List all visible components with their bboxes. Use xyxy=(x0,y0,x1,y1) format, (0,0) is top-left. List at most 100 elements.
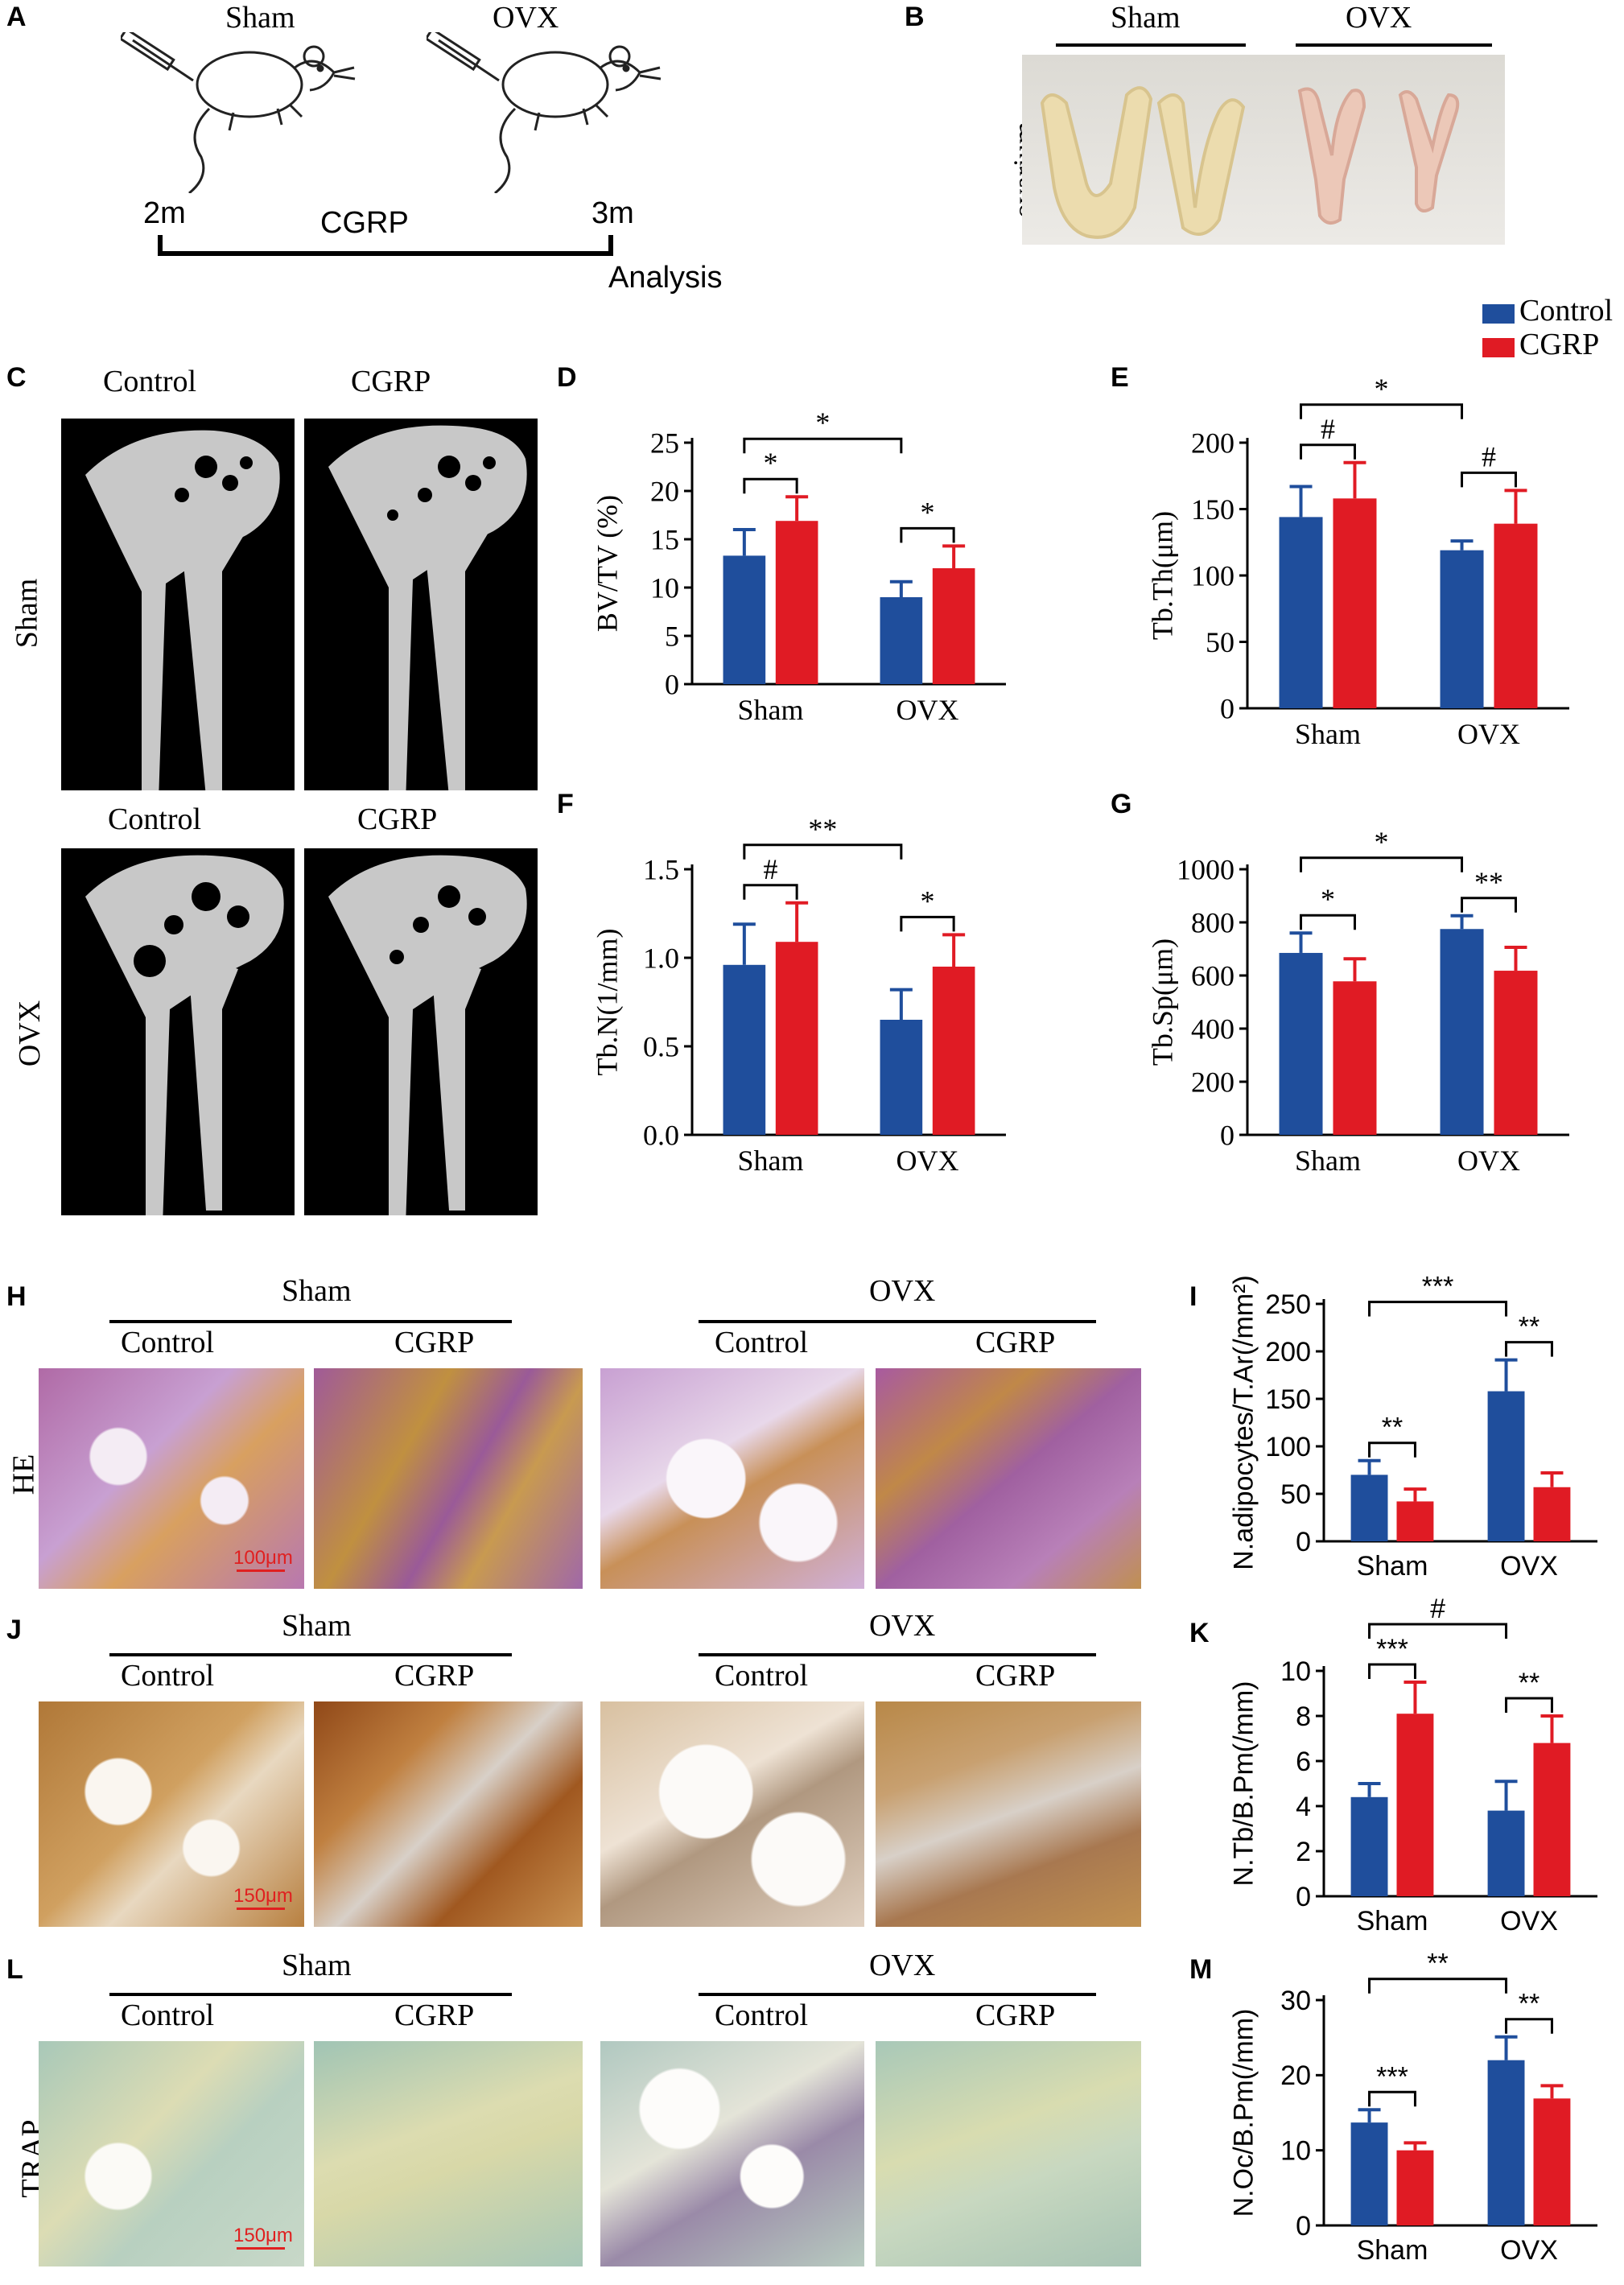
y-tick-label: 0.0 xyxy=(643,1120,679,1152)
y-tick-label: 200 xyxy=(1191,427,1234,460)
y-tick-label: 600 xyxy=(1191,960,1234,992)
significance-label: * xyxy=(764,447,778,479)
y-tick-label: 150 xyxy=(1191,493,1234,526)
y-tick-label: 200 xyxy=(1191,1066,1234,1099)
bar-control-ovx xyxy=(1487,1810,1525,1896)
significance-label-between: ** xyxy=(1427,1949,1448,1979)
significance-bracket xyxy=(1461,897,1517,913)
x-tick-label: OVX xyxy=(896,1145,959,1177)
x-tick-label: OVX xyxy=(1500,1551,1558,1582)
panel-letter-d: D xyxy=(557,362,577,393)
panel-letter-e: E xyxy=(1111,362,1129,393)
x-tick-label: Sham xyxy=(1295,1145,1361,1177)
significance-bracket xyxy=(1505,1697,1553,1713)
y-tick-label: 1.0 xyxy=(643,942,679,975)
significance-label-between: * xyxy=(1375,826,1389,858)
significance-bracket-between xyxy=(1300,856,1464,872)
significance-label: ** xyxy=(1519,1312,1540,1343)
timeline-treatment-label: CGRP xyxy=(320,206,409,240)
x-tick-label: OVX xyxy=(1500,2235,1558,2266)
bar-cgrp-ovx xyxy=(1494,523,1538,708)
y-tick-label: 6 xyxy=(1296,1747,1311,1777)
j-group2-rule xyxy=(699,1653,1096,1656)
y-tick-label: 0 xyxy=(1220,693,1234,725)
significance-bracket-between xyxy=(1368,1301,1508,1317)
ihc-ovx-control xyxy=(600,1701,864,1927)
significance-label: # xyxy=(1321,413,1335,445)
y-tick-label: 0.5 xyxy=(643,1031,679,1063)
y-tick-label: 10 xyxy=(650,572,679,604)
chart-e-tb-th: 0 50 100 150 200 Tb.Th(μm) Sham OVX # # * xyxy=(1146,373,1569,750)
l-group2-label: OVX xyxy=(869,1949,936,1982)
significance-label-between: * xyxy=(815,406,830,439)
h-group1-label: Sham xyxy=(282,1274,352,1308)
significance-label: * xyxy=(921,885,935,917)
bar-control-ovx xyxy=(1440,550,1484,708)
y-tick-label: 10 xyxy=(1280,1656,1311,1687)
significance-bracket xyxy=(1505,2018,1553,2034)
significance-label: ** xyxy=(1382,1413,1403,1443)
significance-label: # xyxy=(1482,440,1496,472)
panel-b-sham-rule xyxy=(1056,43,1246,47)
bar-control-sham xyxy=(1279,952,1323,1135)
mouse-ovx-illustration xyxy=(427,32,662,193)
h-group1-rule xyxy=(109,1320,512,1323)
microct-sham-cgrp xyxy=(304,419,538,790)
bar-cgrp-sham xyxy=(775,942,818,1135)
significance-bracket xyxy=(900,526,955,543)
x-tick-label: Sham xyxy=(1357,1551,1428,1582)
h-col2-label: CGRP xyxy=(394,1326,475,1359)
bar-control-sham xyxy=(1350,1475,1388,1541)
microct-ovx-cgrp xyxy=(304,848,538,1215)
timeline-analysis-label: Analysis xyxy=(608,261,723,295)
j-col4-label: CGRP xyxy=(975,1659,1056,1693)
panel-letter-m: M xyxy=(1189,1954,1213,1985)
significance-bracket xyxy=(1300,914,1356,930)
bar-cgrp-ovx xyxy=(1533,1487,1571,1541)
y-axis-label: N.Tb/B.Pm(/mm) xyxy=(1229,1681,1259,1887)
y-tick-label: 30 xyxy=(1280,1986,1311,2016)
legend-control-swatch xyxy=(1482,304,1515,324)
panel-letter-i: I xyxy=(1189,1281,1197,1312)
legend-control-label: Control xyxy=(1519,294,1614,328)
panel-letter-j: J xyxy=(6,1615,22,1645)
bar-control-ovx xyxy=(1440,929,1484,1135)
panel-c-row1-label: Sham xyxy=(10,578,44,649)
y-tick-label: 2 xyxy=(1296,1837,1311,1867)
microct-ovx-control xyxy=(61,848,295,1215)
j-col3-label: Control xyxy=(715,1659,809,1693)
l-col1-label: Control xyxy=(121,1998,215,2032)
panel-b-ovx-label: OVX xyxy=(1346,1,1412,35)
x-tick-label: OVX xyxy=(896,694,959,726)
ihc-sham-control xyxy=(39,1701,304,1927)
significance-label: ** xyxy=(1519,1668,1540,1698)
significance-bracket xyxy=(1368,2090,1416,2107)
panel-c-col2-label: CGRP xyxy=(351,365,431,398)
x-tick-label: OVX xyxy=(1457,1145,1520,1177)
y-axis-label: Tb.N(1/mm) xyxy=(591,929,623,1076)
significance-bracket-between xyxy=(1368,1978,1508,1994)
significance-label: * xyxy=(921,496,935,528)
significance-label: # xyxy=(764,853,778,885)
y-tick-label: 100 xyxy=(1191,560,1234,592)
y-tick-label: 0 xyxy=(665,669,679,701)
legend-cgrp-swatch xyxy=(1482,338,1515,357)
significance-label-between: *** xyxy=(1422,1272,1454,1302)
panel-a-sham-label: Sham xyxy=(225,1,295,35)
y-tick-label: 200 xyxy=(1265,1337,1311,1367)
l-col2-label: CGRP xyxy=(394,1998,475,2032)
he-sham-cgrp xyxy=(314,1368,583,1589)
x-tick-label: OVX xyxy=(1457,718,1520,750)
microct-sham-control xyxy=(61,419,295,790)
ihc-sham-cgrp xyxy=(314,1701,583,1927)
bar-control-sham xyxy=(723,964,766,1135)
y-tick-label: 150 xyxy=(1265,1384,1311,1415)
timeline-tick-end xyxy=(608,235,613,256)
panel-letter-g: G xyxy=(1111,789,1132,819)
y-tick-label: 400 xyxy=(1191,1013,1234,1046)
he-ovx-control xyxy=(600,1368,864,1589)
y-tick-label: 20 xyxy=(650,476,679,508)
legend-cgrp-label: CGRP xyxy=(1519,328,1600,361)
